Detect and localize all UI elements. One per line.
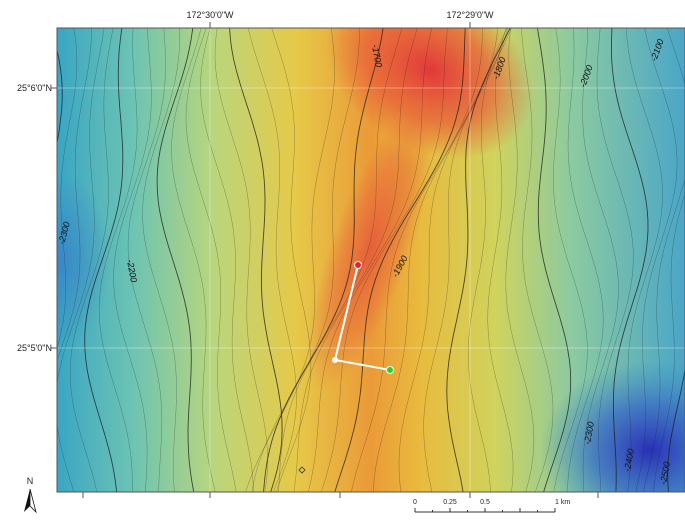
map-figure: -1700 -1800 -2000 -2100 -2300 -2200 -190…: [0, 0, 685, 527]
latitude-label: 25°5'0"N: [17, 343, 52, 353]
scale-label: 0.25: [443, 499, 457, 506]
north-label: N: [27, 476, 34, 486]
profile-vertex: [332, 357, 338, 363]
map-area: -1700 -1800 -2000 -2100 -2300 -2200 -190…: [10, 0, 685, 527]
scale-label: 1 km: [555, 499, 570, 506]
north-arrow: N: [24, 476, 36, 512]
profile-start: [355, 262, 362, 269]
scale-label: 0.5: [480, 499, 490, 506]
scale-bar: 0 0.25 0.5 1 km: [413, 499, 570, 512]
longitude-label: 172°30'0"W: [186, 10, 234, 20]
scale-label: 0: [413, 499, 417, 506]
longitude-label: 172°29'0"W: [446, 10, 494, 20]
latitude-label: 25°6'0"N: [17, 83, 52, 93]
profile-end: [387, 367, 394, 374]
